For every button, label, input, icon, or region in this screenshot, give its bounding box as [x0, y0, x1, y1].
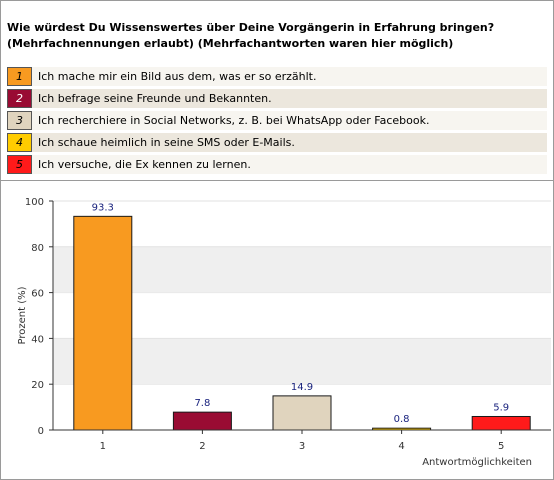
legend-label-2: Ich befrage seine Freunde und Bekannten. — [38, 92, 272, 105]
legend-label-5: Ich versuche, die Ex kennen zu lernen. — [38, 158, 251, 171]
bar-chart: 0 20 40 60 80 100 1 2 3 4 5 93.3 7.8 14.9 0.8 5.9 Pro… — [17, 197, 551, 468]
y-tick-label: 20 — [31, 380, 44, 391]
x-tick-label-4: 4 — [398, 441, 404, 452]
legend-swatch-4: 4 — [7, 133, 32, 152]
y-ticks: 0 20 40 60 80 100 — [25, 197, 53, 437]
bar-2 — [172, 411, 232, 431]
x-axis-label: Antwortmöglichkeiten — [422, 457, 532, 468]
question-line-2: (Mehrfachnennungen erlaubt) (Mehrfachant… — [7, 37, 454, 50]
question-line-1: Wie würdest Du Wissenswertes über Deine … — [7, 21, 495, 34]
value-labels: 93.3 7.8 14.9 0.8 5.9 — [92, 202, 509, 425]
legend-label-4: Ich schaue heimlich in seine SMS oder E-… — [38, 136, 295, 149]
legend-item-2: 2 Ich befrage seine Freunde und Bekannte… — [7, 89, 547, 108]
divider — [1, 180, 553, 181]
legend-item-5: 5 Ich versuche, die Ex kennen zu lernen. — [7, 155, 547, 174]
answer-legend: 1 Ich mache mir ein Bild aus dem, was er… — [7, 67, 547, 177]
x-tick-label-2: 2 — [199, 441, 205, 452]
bar-1 — [73, 215, 133, 431]
legend-swatch-1: 1 — [7, 67, 32, 86]
y-tick-label: 0 — [38, 426, 44, 437]
x-tick-label-5: 5 — [498, 441, 504, 452]
value-label-3: 14.9 — [291, 382, 313, 393]
legend-label-3: Ich recherchiere in Social Networks, z. … — [38, 114, 430, 127]
value-label-4: 0.8 — [394, 414, 410, 425]
bar-3 — [272, 395, 332, 431]
y-tick-label: 100 — [25, 197, 44, 208]
legend-item-3: 3 Ich recherchiere in Social Networks, z… — [7, 111, 547, 130]
grid-band — [53, 246, 551, 293]
legend-item-1: 1 Ich mache mir ein Bild aus dem, was er… — [7, 67, 547, 86]
value-label-1: 93.3 — [92, 202, 114, 213]
y-axis-label: Prozent (%) — [17, 286, 28, 344]
x-tick-label-1: 1 — [100, 441, 106, 452]
x-ticks: 1 2 3 4 5 — [100, 430, 504, 452]
legend-swatch-3: 3 — [7, 111, 32, 130]
legend-label-1: Ich mache mir ein Bild aus dem, was er s… — [38, 70, 317, 83]
bar-5 — [471, 415, 531, 431]
grid-band — [53, 338, 551, 385]
y-tick-label: 60 — [31, 289, 44, 300]
legend-swatch-2: 2 — [7, 89, 32, 108]
grid-bands — [53, 200, 551, 385]
y-tick-label: 40 — [31, 334, 44, 345]
legend-item-4: 4 Ich schaue heimlich in seine SMS oder … — [7, 133, 547, 152]
y-tick-label: 80 — [31, 243, 44, 254]
value-label-2: 7.8 — [194, 398, 210, 409]
x-tick-label-3: 3 — [299, 441, 305, 452]
value-label-5: 5.9 — [493, 402, 509, 413]
legend-swatch-5: 5 — [7, 155, 32, 174]
question-text: Wie würdest Du Wissenswertes über Deine … — [7, 20, 547, 52]
